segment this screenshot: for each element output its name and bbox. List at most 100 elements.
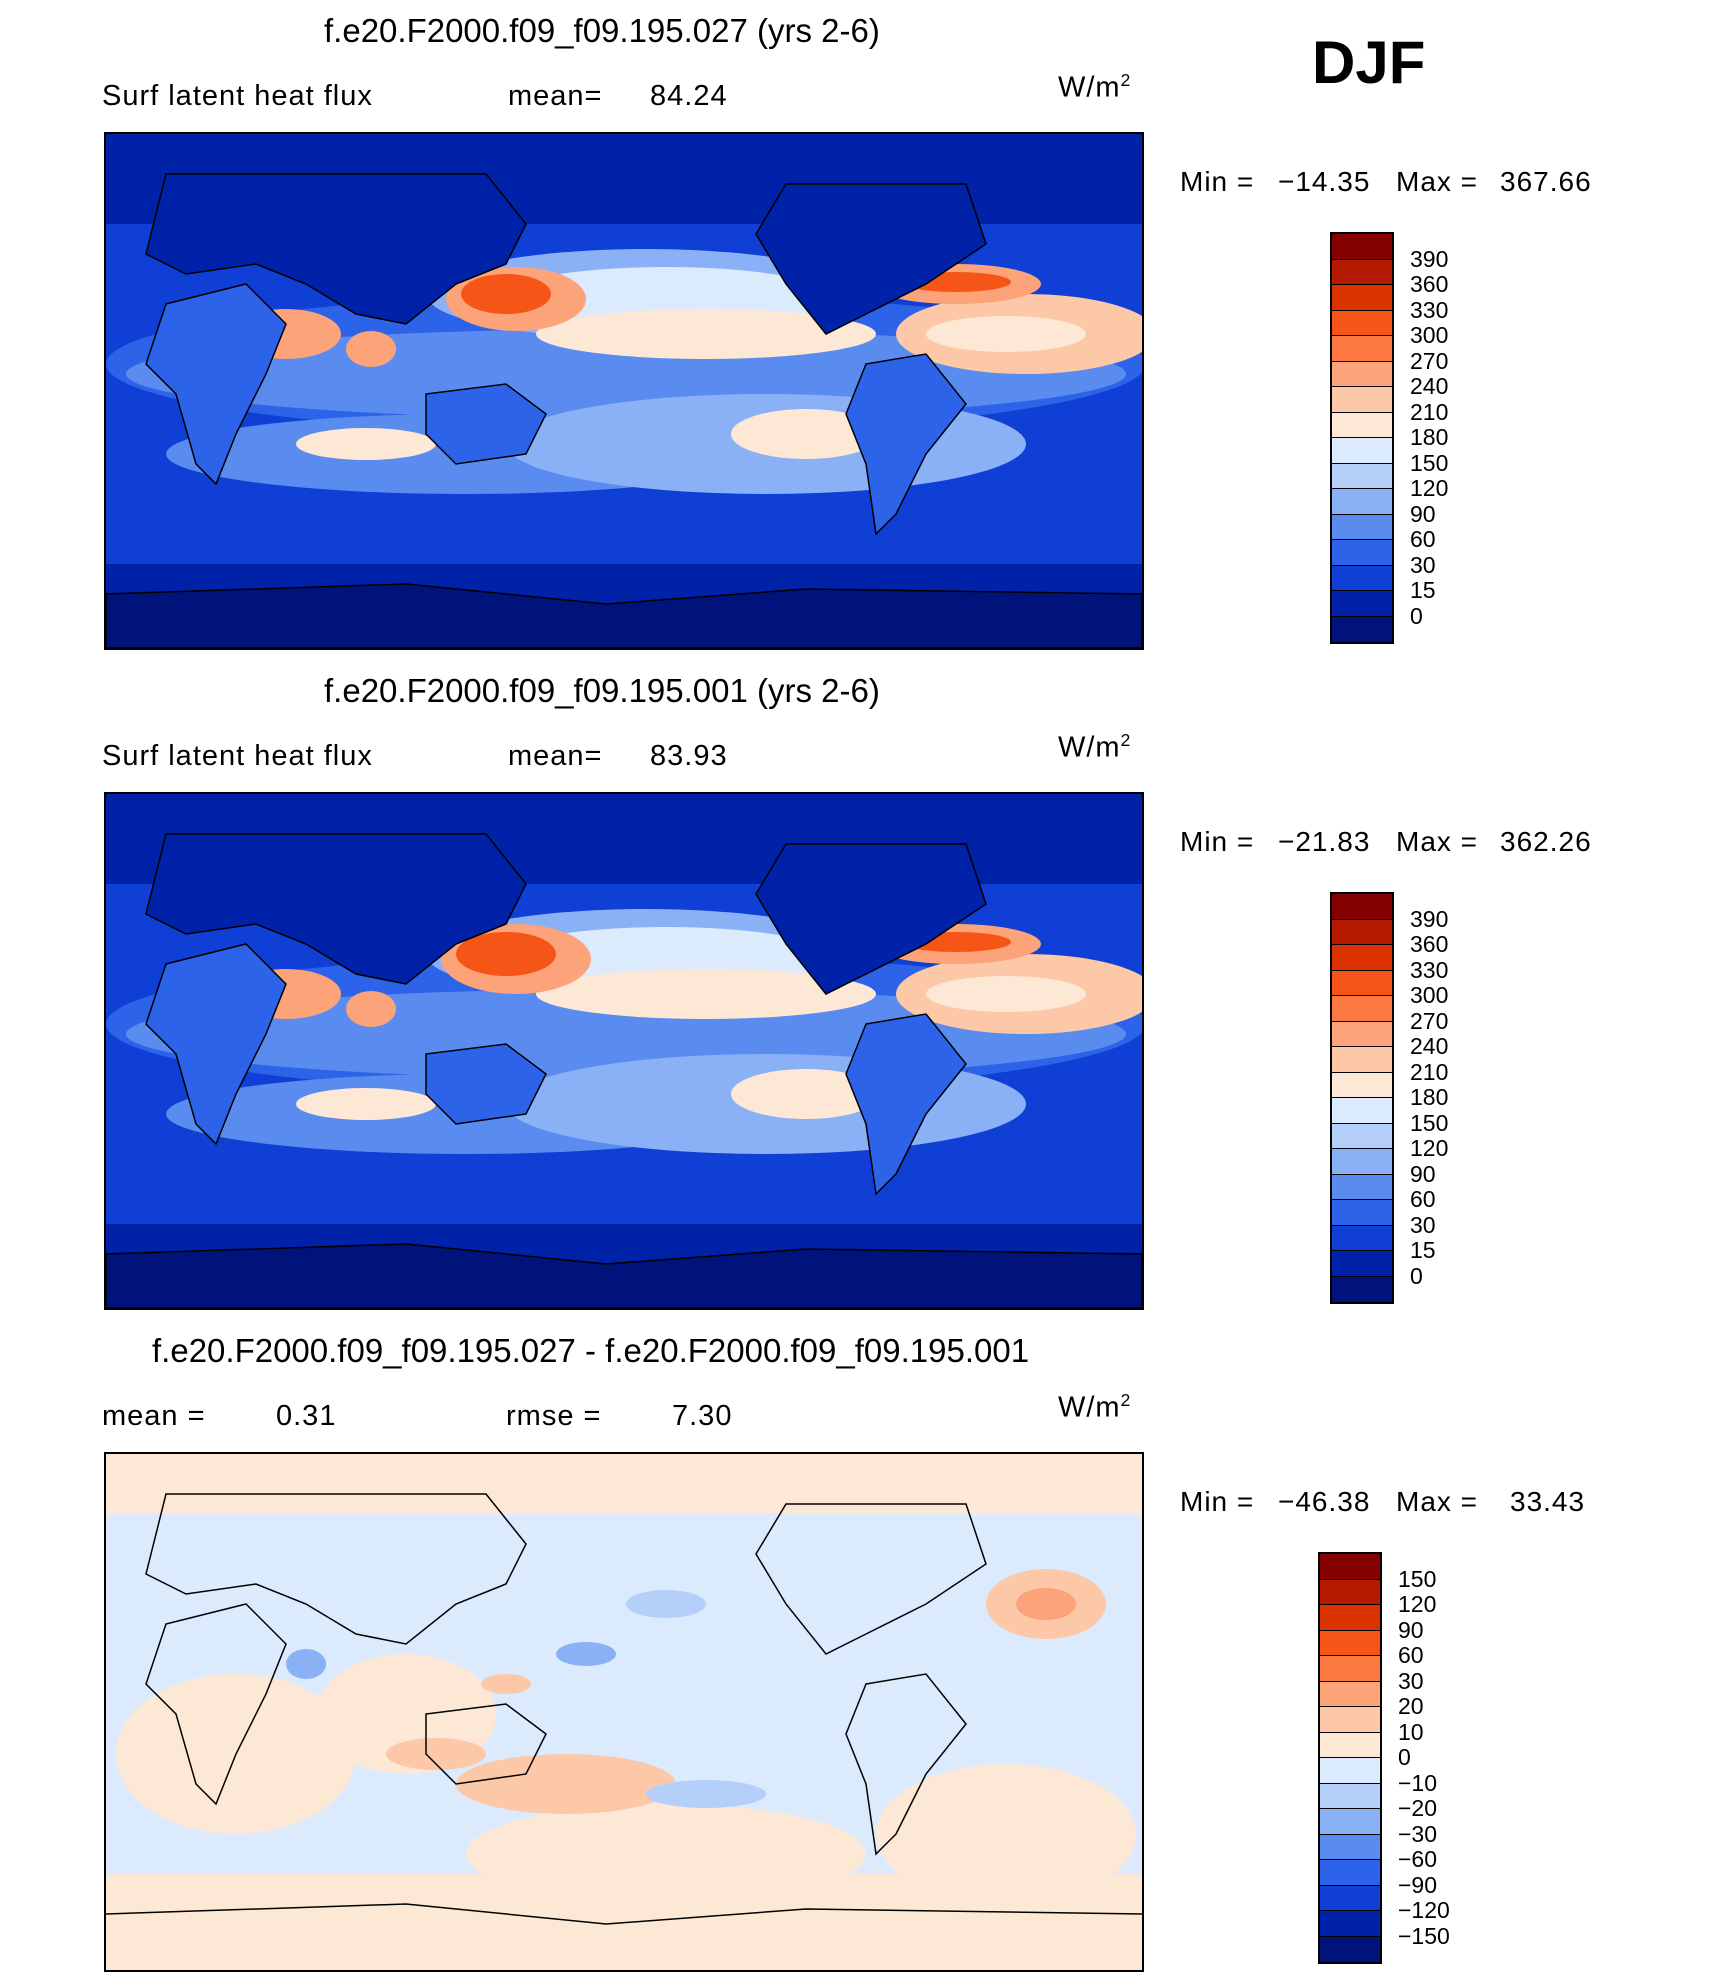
panel3-rmse-value: 7.30 — [672, 1400, 733, 1432]
colorbar-tick-label: −150 — [1398, 1922, 1450, 1949]
colorbar-swatch — [1320, 1936, 1380, 1962]
colorbar-swatch — [1332, 285, 1392, 311]
panel1-min-label: Min = — [1180, 166, 1255, 197]
colorbar-swatch — [1332, 1123, 1392, 1149]
colorbar-tick-label: 30 — [1398, 1667, 1424, 1694]
colorbar-tick-label: −20 — [1398, 1795, 1438, 1821]
colorbar-tick-label: 330 — [1410, 956, 1449, 983]
panel3-max-value: 33.43 — [1510, 1486, 1586, 1517]
colorbar-swatch — [1332, 387, 1392, 413]
panel2-mean-value: 83.93 — [650, 740, 728, 772]
colorbar-tick-label: 300 — [1410, 322, 1449, 348]
panel1-title: f.e20.F2000.f09_f09.195.027 (yrs 2-6) — [324, 12, 880, 49]
colorbar-swatch — [1332, 1225, 1392, 1251]
colorbar-swatch — [1332, 540, 1392, 566]
colorbar-swatch — [1320, 1732, 1380, 1758]
colorbar-swatch — [1320, 1630, 1380, 1656]
panel1-mean-label: mean= — [508, 80, 603, 112]
colorbar-tick-label: 360 — [1410, 271, 1449, 297]
colorbar-swatch — [1332, 310, 1392, 336]
panel2-max-label: Max = — [1396, 826, 1479, 857]
colorbar-swatch — [1332, 894, 1392, 920]
panel2-mean-label: mean= — [508, 740, 603, 772]
panel3-mean-label: mean = — [102, 1400, 206, 1432]
colorbar-tick-label: 180 — [1410, 1084, 1449, 1110]
colorbar-swatch — [1332, 361, 1392, 387]
colorbar-swatch — [1320, 1554, 1380, 1580]
colorbar-swatch — [1320, 1758, 1380, 1784]
colorbar-tick-label: 240 — [1410, 373, 1449, 399]
colorbar-tick-label: 150 — [1398, 1565, 1437, 1592]
colorbar-tick-label: 0 — [1410, 602, 1423, 629]
colorbar-tick-label: 210 — [1410, 1058, 1449, 1085]
panel2-min-label: Min = — [1180, 826, 1255, 857]
colorbar-swatch — [1332, 438, 1392, 464]
colorbar-tick-label: 90 — [1410, 1160, 1436, 1187]
colorbar-tick-label: −10 — [1398, 1769, 1438, 1796]
panel1-units: W/m2 — [1058, 70, 1132, 104]
colorbar-tick-label: 120 — [1410, 475, 1449, 501]
colorbar-swatch — [1320, 1834, 1380, 1860]
panel1-max-label: Max = — [1396, 166, 1479, 197]
colorbar-swatch — [1332, 1072, 1392, 1098]
colorbar-swatch — [1332, 1021, 1392, 1047]
colorbar-swatch — [1332, 970, 1392, 996]
panel2-min-value: −21.83 — [1278, 826, 1371, 857]
colorbar-swatch — [1332, 591, 1392, 617]
colorbar-tick-label: 90 — [1410, 500, 1436, 527]
panel2-units: W/m2 — [1058, 730, 1132, 764]
colorbar-tick-label: 20 — [1398, 1693, 1424, 1719]
colorbar-swatch — [1332, 919, 1392, 945]
panel2-variable-label: Surf latent heat flux — [102, 740, 373, 772]
colorbar-tick-label: −120 — [1398, 1897, 1450, 1923]
colorbar-tick-label: 390 — [1410, 245, 1449, 272]
colorbar-tick-label: 30 — [1410, 1211, 1436, 1238]
panel3-max-label: Max = — [1396, 1486, 1479, 1517]
colorbar-swatch — [1320, 1911, 1380, 1937]
colorbar-swatch — [1320, 1681, 1380, 1707]
panel3-rmse-label: rmse = — [506, 1400, 602, 1432]
colorbar-tick-label: 0 — [1410, 1262, 1423, 1289]
colorbar-tick-label: −30 — [1398, 1820, 1438, 1847]
colorbar-swatch — [1332, 1149, 1392, 1175]
panel1-max-value: 367.66 — [1500, 166, 1592, 197]
colorbar-tick-label: 150 — [1410, 449, 1449, 476]
colorbar-tick-label: −60 — [1398, 1846, 1438, 1872]
panel2-title: f.e20.F2000.f09_f09.195.001 (yrs 2-6) — [324, 672, 880, 709]
panel2-map — [104, 792, 1144, 1310]
colorbar-tick-label: 10 — [1398, 1718, 1424, 1745]
colorbar-swatch — [1320, 1885, 1380, 1911]
panel3-colorbar — [1318, 1552, 1382, 1964]
colorbar-swatch — [1320, 1809, 1380, 1835]
colorbar-tick-label: 300 — [1410, 982, 1449, 1008]
colorbar-tick-label: 180 — [1410, 424, 1449, 450]
colorbar-tick-label: 90 — [1398, 1616, 1424, 1643]
colorbar-tick-label: 360 — [1410, 931, 1449, 957]
colorbar-tick-label: 270 — [1410, 1007, 1449, 1034]
panel3-map — [104, 1452, 1144, 1972]
colorbar-swatch — [1320, 1579, 1380, 1605]
colorbar-swatch — [1332, 945, 1392, 971]
colorbar-tick-label: 330 — [1410, 296, 1449, 323]
colorbar-swatch — [1332, 489, 1392, 515]
colorbar-swatch — [1332, 336, 1392, 362]
colorbar-tick-label: 120 — [1398, 1591, 1437, 1617]
panel2-max-value: 362.26 — [1500, 826, 1592, 857]
colorbar-swatch — [1332, 1251, 1392, 1277]
panel3-min-label: Min = — [1180, 1486, 1255, 1517]
panel2-colorbar — [1330, 892, 1394, 1304]
colorbar-tick-label: 390 — [1410, 905, 1449, 932]
colorbar-tick-label: −90 — [1398, 1871, 1438, 1898]
colorbar-swatch — [1332, 514, 1392, 540]
colorbar-swatch — [1332, 1276, 1392, 1302]
colorbar-tick-label: 30 — [1410, 551, 1436, 578]
colorbar-swatch — [1320, 1707, 1380, 1733]
panel1-min-value: −14.35 — [1278, 166, 1371, 197]
colorbar-swatch — [1332, 996, 1392, 1022]
colorbar-tick-label: 15 — [1410, 1237, 1436, 1263]
panel3-map-field — [106, 1454, 1142, 1970]
season-label: DJF — [1312, 29, 1426, 96]
colorbar-tick-label: 150 — [1410, 1109, 1449, 1136]
panel3-units: W/m2 — [1058, 1390, 1132, 1424]
colorbar-swatch — [1332, 463, 1392, 489]
